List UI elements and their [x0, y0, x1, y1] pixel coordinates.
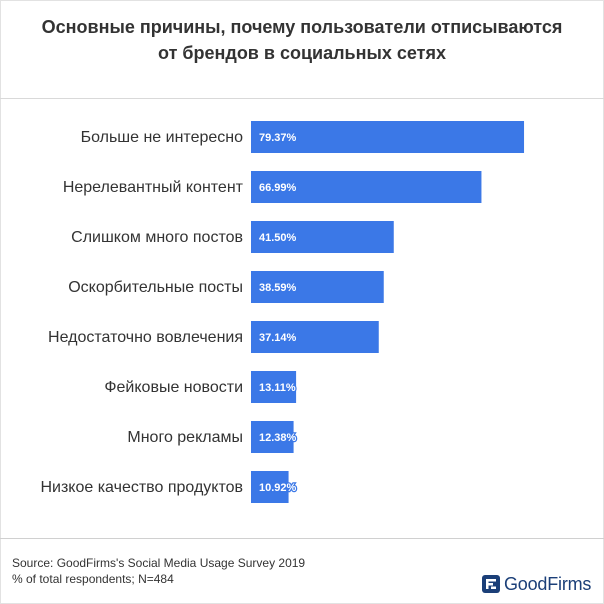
title-divider — [0, 98, 604, 99]
chart-title-line-2: от брендов в социальных сетях — [158, 43, 446, 63]
data-label: 66.99% — [259, 182, 297, 194]
data-label: 37.14% — [259, 332, 297, 344]
footer-divider — [0, 538, 604, 539]
respondents-note: % of total respondents; N=484 — [12, 572, 174, 586]
goodfirms-logo-icon — [482, 575, 500, 593]
data-label: 79.37% — [259, 132, 297, 144]
category-label: Слишком много постов — [71, 229, 243, 246]
chart-title: Основные причины, почему пользователи от… — [0, 14, 604, 66]
category-label: Фейковые новости — [104, 379, 243, 396]
goodfirms-logo: GoodFirms — [482, 572, 591, 596]
source-note: Source: GoodFirms's Social Media Usage S… — [12, 555, 305, 587]
bar — [251, 371, 297, 403]
category-label: Нерелевантный контент — [63, 179, 244, 196]
bar — [251, 271, 384, 303]
bar — [251, 421, 294, 453]
category-label: Много рекламы — [127, 429, 243, 446]
bar — [251, 321, 379, 353]
data-label: 41.50% — [259, 232, 297, 244]
bar — [251, 221, 394, 253]
chart-title-line-1: Основные причины, почему пользователи от… — [41, 17, 563, 37]
data-label: 38.59% — [259, 282, 297, 294]
category-label: Оскорбительные посты — [68, 279, 243, 296]
data-label: 12.38% — [259, 432, 297, 444]
bar — [251, 471, 289, 503]
goodfirms-logo-text: GoodFirms — [504, 573, 592, 594]
bar-chart: Больше не интересно 79.37% Нерелевантный к… — [40, 121, 525, 503]
category-label: Больше не интересно — [81, 129, 244, 146]
data-label: 13.11% — [259, 382, 296, 394]
bar — [251, 121, 525, 153]
bar — [251, 171, 482, 203]
source-text: Source: GoodFirms's Social Media Usage S… — [12, 556, 306, 570]
category-label: Недостаточно вовлечения — [48, 329, 243, 346]
data-label: 10.92% — [259, 482, 297, 494]
category-label: Низкое качество продуктов — [40, 479, 243, 496]
